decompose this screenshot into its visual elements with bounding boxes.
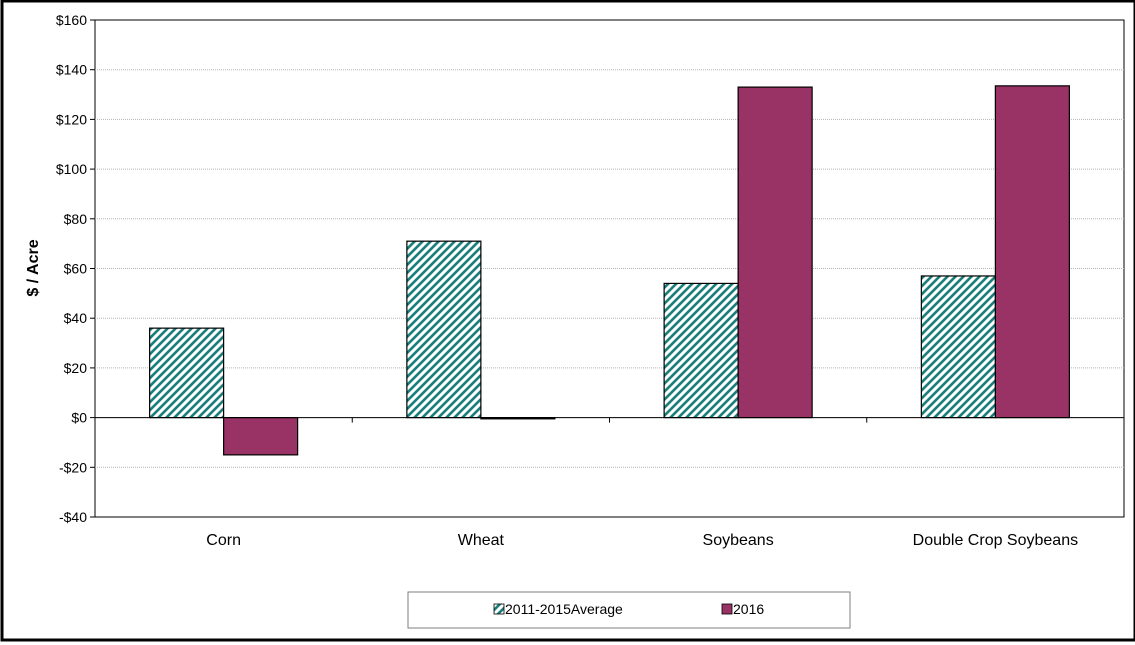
bar-2016-double-crop-soybeans [994,85,1070,419]
y-axis-ticks: -$40 -$20 $0 $20 $40 $60 $80 $100 $120 $140 $160 [56,12,95,525]
zero-axis [94,417,1125,423]
bars [149,85,1070,456]
y-tick-label: $20 [64,360,88,376]
y-tick-label: $0 [71,410,87,426]
legend-label-2016: 2016 [733,601,764,617]
bar-2016-corn [223,417,299,456]
bar-2011-2015-average-soybeans [663,282,739,419]
x-category-label: Wheat [458,532,505,549]
legend: 2011-2015Average 2016 [407,591,851,629]
bar-2011-2015-average-wheat [406,240,482,419]
y-tick-label: $60 [64,261,88,277]
bar-2011-2015-average-double-crop-soybeans [920,275,996,419]
legend-box [407,591,851,629]
x-axis-labels: Corn Wheat Soybeans Double Crop Soybeans [206,532,1078,549]
y-tick-label: $120 [56,111,87,127]
bar-2016-soybeans [737,86,813,419]
x-category-label: Corn [206,532,241,549]
bar-2011-2015-average-corn [149,327,225,419]
y-tick-label: -$20 [59,459,87,475]
y-tick-label: $140 [56,62,87,78]
x-category-label: Soybeans [703,532,774,549]
legend-label-2011-2015-average: 2011-2015Average [505,601,623,617]
y-tick-label: $80 [64,211,88,227]
y-tick-label: $40 [64,310,88,326]
y-tick-label: $160 [56,12,87,28]
legend-swatch-2016 [721,603,733,615]
legend-swatch-2011-2015-average [493,603,505,615]
y-tick-label: -$40 [59,509,87,525]
x-category-label: Double Crop Soybeans [913,532,1078,549]
y-axis-title: $ / Acre [25,239,42,296]
y-tick-label: $100 [56,161,87,177]
